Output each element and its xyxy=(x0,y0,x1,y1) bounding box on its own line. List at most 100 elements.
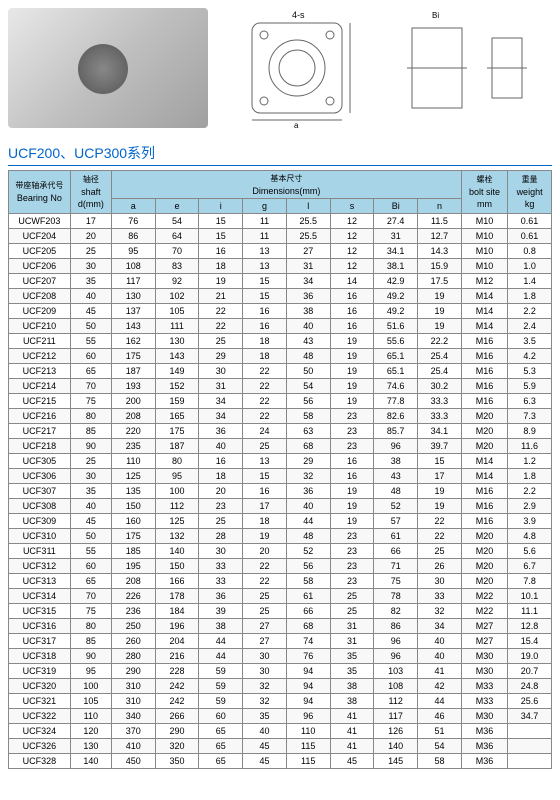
table-cell: 175 xyxy=(111,349,155,364)
table-cell: UCF322 xyxy=(9,709,71,724)
table-cell: 11.1 xyxy=(508,604,552,619)
table-cell: 17.5 xyxy=(418,274,462,289)
table-cell: 19 xyxy=(199,274,243,289)
table-cell: 42 xyxy=(418,679,462,694)
table-cell: 40 xyxy=(286,499,330,514)
table-cell: UCF319 xyxy=(9,664,71,679)
table-cell: 175 xyxy=(111,529,155,544)
table-cell: 80 xyxy=(70,619,111,634)
table-cell: 228 xyxy=(155,664,199,679)
table-cell: 22 xyxy=(243,379,287,394)
table-cell: 31 xyxy=(330,619,374,634)
table-cell: UCF206 xyxy=(9,259,71,274)
table-cell: 32 xyxy=(243,679,287,694)
table-row: UCF3052511080161329163815M141.2 xyxy=(9,454,552,469)
table-cell: 100 xyxy=(155,484,199,499)
table-row: UCF31890280216443076359640M3019.0 xyxy=(9,649,552,664)
table-cell: 350 xyxy=(155,754,199,769)
table-cell: 16 xyxy=(199,454,243,469)
table-cell: UCF305 xyxy=(9,454,71,469)
table-cell: 54 xyxy=(418,739,462,754)
table-cell: 7.8 xyxy=(508,574,552,589)
table-cell: 46 xyxy=(418,709,462,724)
table-cell: 175 xyxy=(155,424,199,439)
table-cell: 137 xyxy=(111,304,155,319)
hdr-dimensions: 基本尺寸 Dimensions(mm) xyxy=(111,171,461,199)
table-cell: 31 xyxy=(286,259,330,274)
table-cell: 1.8 xyxy=(508,469,552,484)
table-cell: UCF207 xyxy=(9,274,71,289)
table-cell: 94 xyxy=(286,664,330,679)
table-cell: M27 xyxy=(461,619,507,634)
table-cell: 19 xyxy=(330,394,374,409)
table-cell: 35 xyxy=(70,484,111,499)
table-cell: 149 xyxy=(155,364,199,379)
table-cell: 64 xyxy=(155,229,199,244)
table-cell: 117 xyxy=(374,709,418,724)
table-cell: 11 xyxy=(243,229,287,244)
table-cell: 19 xyxy=(330,364,374,379)
table-cell: 34 xyxy=(418,619,462,634)
table-cell: 145 xyxy=(374,754,418,769)
table-cell: 110 xyxy=(111,454,155,469)
table-cell: 165 xyxy=(155,409,199,424)
table-cell: M20 xyxy=(461,544,507,559)
table-cell: M14 xyxy=(461,304,507,319)
table-cell: 22 xyxy=(243,364,287,379)
table-cell: 12 xyxy=(330,214,374,229)
table-cell: UCWF203 xyxy=(9,214,71,229)
table-cell: UCF205 xyxy=(9,244,71,259)
table-cell: 108 xyxy=(111,259,155,274)
table-cell: 61 xyxy=(286,589,330,604)
table-cell: 102 xyxy=(155,289,199,304)
table-row: UCF210501431112216401651.619M142.4 xyxy=(9,319,552,334)
table-cell: 32 xyxy=(243,694,287,709)
table-cell: 24 xyxy=(243,424,287,439)
table-cell: 39.7 xyxy=(418,439,462,454)
table-cell: UCF217 xyxy=(9,424,71,439)
table-cell: 68 xyxy=(286,439,330,454)
table-cell: 94 xyxy=(286,679,330,694)
table-row: UCF21890235187402568239639.7M2011.6 xyxy=(9,439,552,454)
table-cell: 0.8 xyxy=(508,244,552,259)
table-cell: 22.2 xyxy=(418,334,462,349)
table-cell: 31 xyxy=(199,379,243,394)
table-cell: 22 xyxy=(243,559,287,574)
table-cell: M16 xyxy=(461,334,507,349)
table-cell: 166 xyxy=(155,574,199,589)
table-cell: M30 xyxy=(461,649,507,664)
table-cell: M16 xyxy=(461,484,507,499)
table-cell: 45 xyxy=(70,514,111,529)
table-row: UCF31680250196382768318634M2712.8 xyxy=(9,619,552,634)
table-cell: 290 xyxy=(155,724,199,739)
table-cell: 25 xyxy=(330,604,374,619)
table-cell: 43 xyxy=(286,334,330,349)
table-cell: 105 xyxy=(155,304,199,319)
table-cell: 38 xyxy=(199,619,243,634)
table-cell: 23 xyxy=(330,439,374,454)
table-cell: 22 xyxy=(243,574,287,589)
hdr-e: e xyxy=(155,199,199,214)
table-row: UCF31365208166332258237530M207.8 xyxy=(9,574,552,589)
table-row: UCF31155185140302052236625M205.6 xyxy=(9,544,552,559)
table-cell: 19 xyxy=(243,529,287,544)
table-cell: UCF313 xyxy=(9,574,71,589)
table-cell: 11 xyxy=(243,214,287,229)
table-cell: UCF326 xyxy=(9,739,71,754)
table-cell: 20.7 xyxy=(508,664,552,679)
table-cell: 36 xyxy=(199,424,243,439)
table-cell: 25.5 xyxy=(286,214,330,229)
tech-drawings: 4-s a Bi xyxy=(232,8,552,128)
table-cell: 23 xyxy=(199,499,243,514)
table-cell: UCF218 xyxy=(9,439,71,454)
table-cell: 82.6 xyxy=(374,409,418,424)
table-cell: UCF215 xyxy=(9,394,71,409)
table-cell: 220 xyxy=(111,424,155,439)
hdr-weight: 重量 weight kg xyxy=(508,171,552,214)
table-cell: 65 xyxy=(70,574,111,589)
table-row: UCF319952902285930943510341M3020.7 xyxy=(9,664,552,679)
table-cell: 25 xyxy=(243,589,287,604)
table-cell: UCF204 xyxy=(9,229,71,244)
table-cell: 22 xyxy=(418,529,462,544)
table-cell: 12 xyxy=(330,259,374,274)
